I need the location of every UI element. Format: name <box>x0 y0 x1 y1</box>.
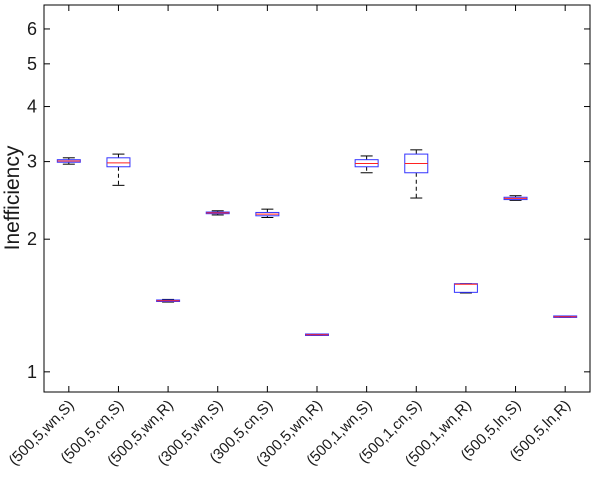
box-group <box>354 155 379 174</box>
box-group <box>404 149 429 199</box>
box-group <box>106 153 131 186</box>
y-axis: 1 2 3 4 5 6 <box>27 19 590 382</box>
y-tick-label: 1 <box>27 362 37 382</box>
box-group <box>553 315 578 318</box>
y-tick-label: 4 <box>27 97 37 117</box>
y-axis-label: Inefficiency <box>1 145 24 250</box>
y-tick-label: 5 <box>27 54 37 74</box>
plot-area <box>43 4 591 393</box>
box-group <box>453 283 478 294</box>
boxes-layer <box>56 149 578 336</box>
box-group <box>205 210 230 216</box>
box-group <box>255 208 280 219</box>
y-tick-label: 6 <box>27 19 37 39</box>
box-group <box>56 157 81 165</box>
box-body <box>453 283 478 293</box>
box-group <box>503 195 528 201</box>
box-body <box>106 157 131 168</box>
y-tick-label: 3 <box>27 152 37 172</box>
box-group <box>305 333 329 336</box>
y-tick-label: 2 <box>27 229 37 249</box>
box-group <box>156 298 181 303</box>
